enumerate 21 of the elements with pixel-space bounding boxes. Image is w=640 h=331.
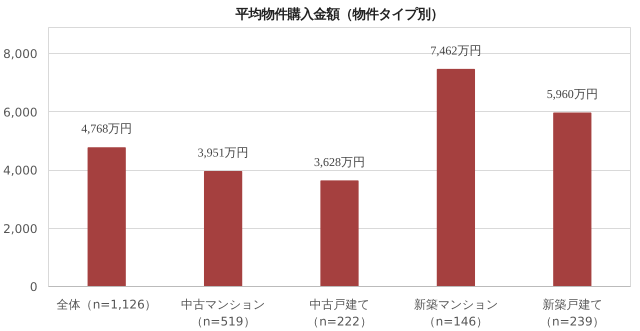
y-tick-label: 8,000 bbox=[3, 47, 38, 62]
bar bbox=[436, 68, 476, 286]
x-tick-label: 新築マンション（n=146） bbox=[414, 298, 498, 328]
bar bbox=[88, 147, 126, 286]
data-label: 4,768万円 bbox=[81, 122, 132, 136]
x-tick-label: 全体（n=1,126） bbox=[56, 298, 157, 312]
data-label: 3,951万円 bbox=[198, 146, 249, 160]
chart-title: 平均物件購入金額（物件タイプ別） bbox=[234, 6, 444, 22]
bar bbox=[320, 180, 359, 286]
data-label: 5,960万円 bbox=[546, 87, 598, 102]
y-tick-label: 6,000 bbox=[3, 105, 38, 120]
y-tick-label: 0 bbox=[30, 280, 38, 294]
x-tick-label: 中古戸建て（n=222） bbox=[307, 298, 372, 328]
bar bbox=[204, 171, 242, 286]
x-tick-label: 中古マンション（n=519） bbox=[181, 298, 266, 328]
y-tick-label: 4,000 bbox=[3, 164, 38, 178]
data-label: 3,628万円 bbox=[314, 154, 365, 169]
bar bbox=[553, 112, 592, 286]
data-label: 7,462万円 bbox=[430, 43, 482, 58]
x-tick-label: 新築戸建て（n=239） bbox=[540, 298, 605, 328]
y-tick-label: 2,000 bbox=[3, 222, 38, 236]
